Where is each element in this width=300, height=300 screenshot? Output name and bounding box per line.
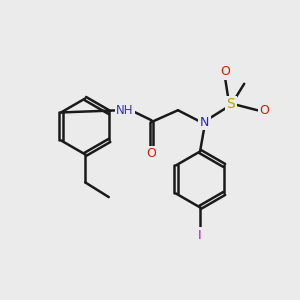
Text: NH: NH	[116, 104, 134, 117]
Text: N: N	[200, 116, 209, 128]
Text: I: I	[198, 229, 202, 242]
Text: O: O	[220, 65, 230, 79]
Text: S: S	[226, 98, 235, 111]
Text: O: O	[146, 147, 156, 160]
Text: O: O	[259, 104, 269, 117]
